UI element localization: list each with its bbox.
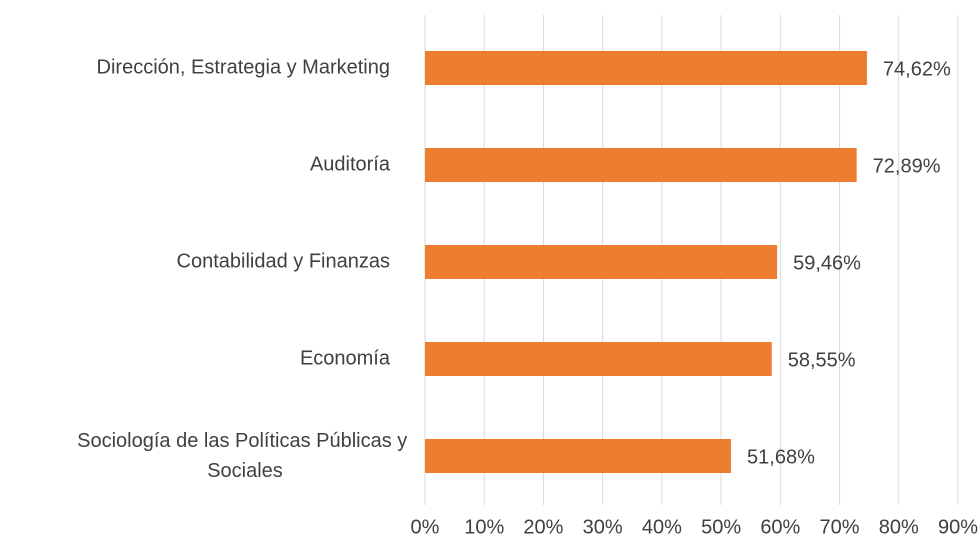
x-tick-label: 20% bbox=[523, 516, 563, 538]
x-tick-label: 0% bbox=[411, 516, 440, 538]
value-label: 59,46% bbox=[793, 252, 861, 274]
value-label: 74,62% bbox=[883, 58, 951, 80]
bar bbox=[425, 245, 778, 279]
bar bbox=[425, 51, 867, 85]
x-tick-label: 40% bbox=[642, 516, 682, 538]
y-tick-label: Dirección, Estrategia y Marketing bbox=[97, 56, 390, 78]
bar bbox=[425, 342, 772, 376]
x-tick-label: 90% bbox=[938, 516, 978, 538]
value-label: 72,89% bbox=[873, 155, 941, 177]
value-label: 58,55% bbox=[788, 349, 856, 371]
y-tick-label: Sociología de las Políticas Públicas y S… bbox=[77, 430, 413, 482]
y-tick-label: Auditoría bbox=[310, 153, 391, 175]
y-tick-label: Economía bbox=[300, 347, 391, 369]
x-tick-label: 60% bbox=[760, 516, 800, 538]
x-tick-label: 10% bbox=[464, 516, 504, 538]
x-tick-label: 70% bbox=[820, 516, 860, 538]
x-tick-label: 50% bbox=[701, 516, 741, 538]
value-label: 51,68% bbox=[747, 446, 815, 468]
bar bbox=[425, 148, 857, 182]
y-tick-label: Contabilidad y Finanzas bbox=[177, 250, 390, 272]
x-tick-label: 30% bbox=[583, 516, 623, 538]
bar bbox=[425, 439, 732, 473]
x-tick-label: 80% bbox=[879, 516, 919, 538]
